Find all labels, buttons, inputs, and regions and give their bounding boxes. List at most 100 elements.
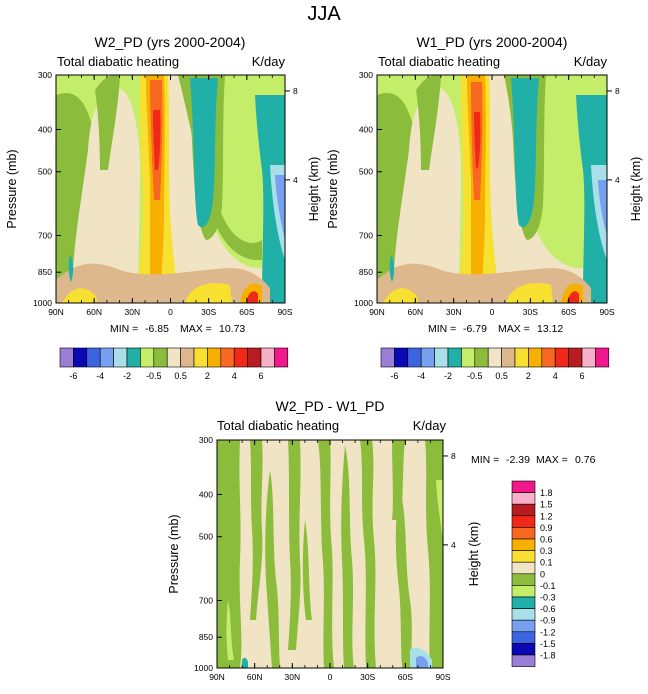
colorbar-label: -0.5 bbox=[146, 371, 162, 381]
x-tick-label: 30S bbox=[360, 672, 375, 682]
figure-title: JJA bbox=[307, 3, 341, 25]
panel-units-label: K/day bbox=[252, 54, 286, 69]
colorbar-label: -6 bbox=[390, 371, 398, 381]
panel-title: W2_PD - W1_PD bbox=[276, 398, 385, 414]
colorbar-label: 1.2 bbox=[540, 511, 553, 521]
colorbar-swatch bbox=[461, 347, 476, 368]
x-tick-label: 30S bbox=[523, 307, 538, 317]
y-tick-label: 400 bbox=[38, 124, 52, 134]
colorbar-label: -0.1 bbox=[540, 581, 556, 591]
colorbar-swatch bbox=[180, 347, 195, 368]
colorbar-label: -0.5 bbox=[467, 371, 483, 381]
colorbar-swatch bbox=[447, 347, 462, 368]
y-tick-label: 850 bbox=[199, 632, 213, 642]
y-axis-title-right: Height (km) bbox=[629, 157, 643, 222]
min-label: MIN = bbox=[428, 323, 456, 335]
x-tick-label: 30N bbox=[446, 307, 462, 317]
contour-field bbox=[377, 75, 607, 303]
colorbar-label: -1.2 bbox=[540, 627, 556, 637]
y-tick-label: 300 bbox=[199, 435, 213, 445]
colorbar-label: -0.3 bbox=[540, 593, 556, 603]
colorbar-swatch bbox=[99, 347, 114, 368]
colorbar-swatch bbox=[166, 347, 181, 368]
max-value: 13.12 bbox=[537, 323, 563, 335]
colorbar-label: 4 bbox=[553, 371, 558, 381]
panel-w2-pd: W2_PD (yrs 2000-2004) Total diabatic hea… bbox=[5, 34, 321, 335]
y-right-tick-label: 4 bbox=[293, 175, 298, 185]
colorbar-label: -6 bbox=[69, 371, 77, 381]
colorbar-swatch bbox=[511, 654, 536, 667]
colorbar-label: 0.9 bbox=[540, 523, 553, 533]
y-axis-title: Pressure (mb) bbox=[326, 149, 340, 228]
colorbar-swatch bbox=[474, 347, 489, 368]
y-tick-label: 300 bbox=[359, 70, 373, 80]
colorbar-swatch bbox=[511, 608, 536, 621]
colorbar-swatch bbox=[420, 347, 435, 368]
x-tick-label: 90S bbox=[277, 307, 292, 317]
panel-left-label: Total diabatic heating bbox=[378, 54, 500, 69]
panel-difference: W2_PD - W1_PD Total diabatic heating K/d… bbox=[167, 398, 596, 669]
x-tick-label: 90N bbox=[48, 307, 64, 317]
x-tick-label: 30S bbox=[201, 307, 216, 317]
colorbar-label: 1.5 bbox=[540, 500, 553, 510]
colorbar-swatch bbox=[274, 347, 289, 368]
colorbar-label: 2 bbox=[205, 371, 210, 381]
min-value: -6.79 bbox=[463, 323, 487, 335]
x-tick-label: 60N bbox=[86, 307, 102, 317]
colorbar-swatch bbox=[581, 347, 596, 368]
y-right-tick-label: 4 bbox=[451, 540, 456, 550]
colorbar-swatch bbox=[126, 347, 141, 368]
colorbar-swatch bbox=[511, 550, 536, 563]
x-tick-label: 90N bbox=[209, 672, 225, 682]
contour-field bbox=[217, 440, 443, 668]
panel-title: W1_PD (yrs 2000-2004) bbox=[417, 34, 568, 50]
colorbar-label: -0.6 bbox=[540, 604, 556, 614]
x-tick-label: 0 bbox=[328, 672, 333, 682]
colorbar-label: -0.9 bbox=[540, 616, 556, 626]
max-value: 0.76 bbox=[575, 454, 596, 466]
colorbar-swatch bbox=[407, 347, 422, 368]
colorbar-label: -4 bbox=[417, 371, 425, 381]
colorbar-swatch bbox=[528, 347, 543, 368]
panel-units-label: K/day bbox=[413, 418, 447, 433]
max-label: MAX = bbox=[536, 454, 568, 466]
panel-units-label: K/day bbox=[574, 54, 608, 69]
y-right-tick-label: 8 bbox=[451, 451, 456, 461]
y-axis-title: Pressure (mb) bbox=[167, 514, 181, 593]
y-tick-label: 700 bbox=[359, 230, 373, 240]
colorbar-label: -1.8 bbox=[540, 651, 556, 661]
min-label: MIN = bbox=[110, 323, 138, 335]
x-tick-label: 60S bbox=[561, 307, 576, 317]
colorbar-label: 0.5 bbox=[495, 371, 508, 381]
contour-field bbox=[56, 75, 285, 303]
colorbar-swatch bbox=[568, 347, 583, 368]
colorbar-label: 0.3 bbox=[540, 546, 553, 556]
colorbar-swatch bbox=[511, 619, 536, 633]
colorbar-swatch bbox=[511, 515, 536, 528]
colorbar-swatch bbox=[73, 347, 88, 368]
y-tick-label: 500 bbox=[359, 167, 373, 177]
y-tick-label: 700 bbox=[199, 595, 213, 605]
colorbar-swatch bbox=[511, 573, 536, 586]
y-tick-label: 300 bbox=[38, 70, 52, 80]
y-tick-label: 400 bbox=[359, 124, 373, 134]
colorbar-label: 0.6 bbox=[540, 535, 553, 545]
colorbar-swatch bbox=[511, 492, 536, 505]
y-tick-label: 400 bbox=[199, 489, 213, 499]
panel-left-label: Total diabatic heating bbox=[57, 54, 179, 69]
colorbar-swatch bbox=[59, 347, 74, 368]
colorbar-swatch bbox=[511, 538, 536, 551]
x-tick-label: 60N bbox=[408, 307, 424, 317]
colorbar-swatch bbox=[511, 643, 536, 656]
x-tick-label: 90S bbox=[435, 672, 450, 682]
x-tick-label: 30N bbox=[285, 672, 301, 682]
colorbar-swatch bbox=[220, 347, 235, 368]
panel-w1-pd: W1_PD (yrs 2000-2004) Total diabatic hea… bbox=[326, 34, 643, 335]
colorbar-label: 1.8 bbox=[540, 488, 553, 498]
colorbar-swatch bbox=[511, 631, 536, 644]
colorbar-swatch bbox=[595, 347, 610, 368]
y-right-tick-label: 8 bbox=[615, 86, 620, 96]
x-tick-label: 60S bbox=[398, 672, 413, 682]
y-tick-label: 1000 bbox=[194, 663, 213, 673]
y-tick-label: 500 bbox=[199, 532, 213, 542]
